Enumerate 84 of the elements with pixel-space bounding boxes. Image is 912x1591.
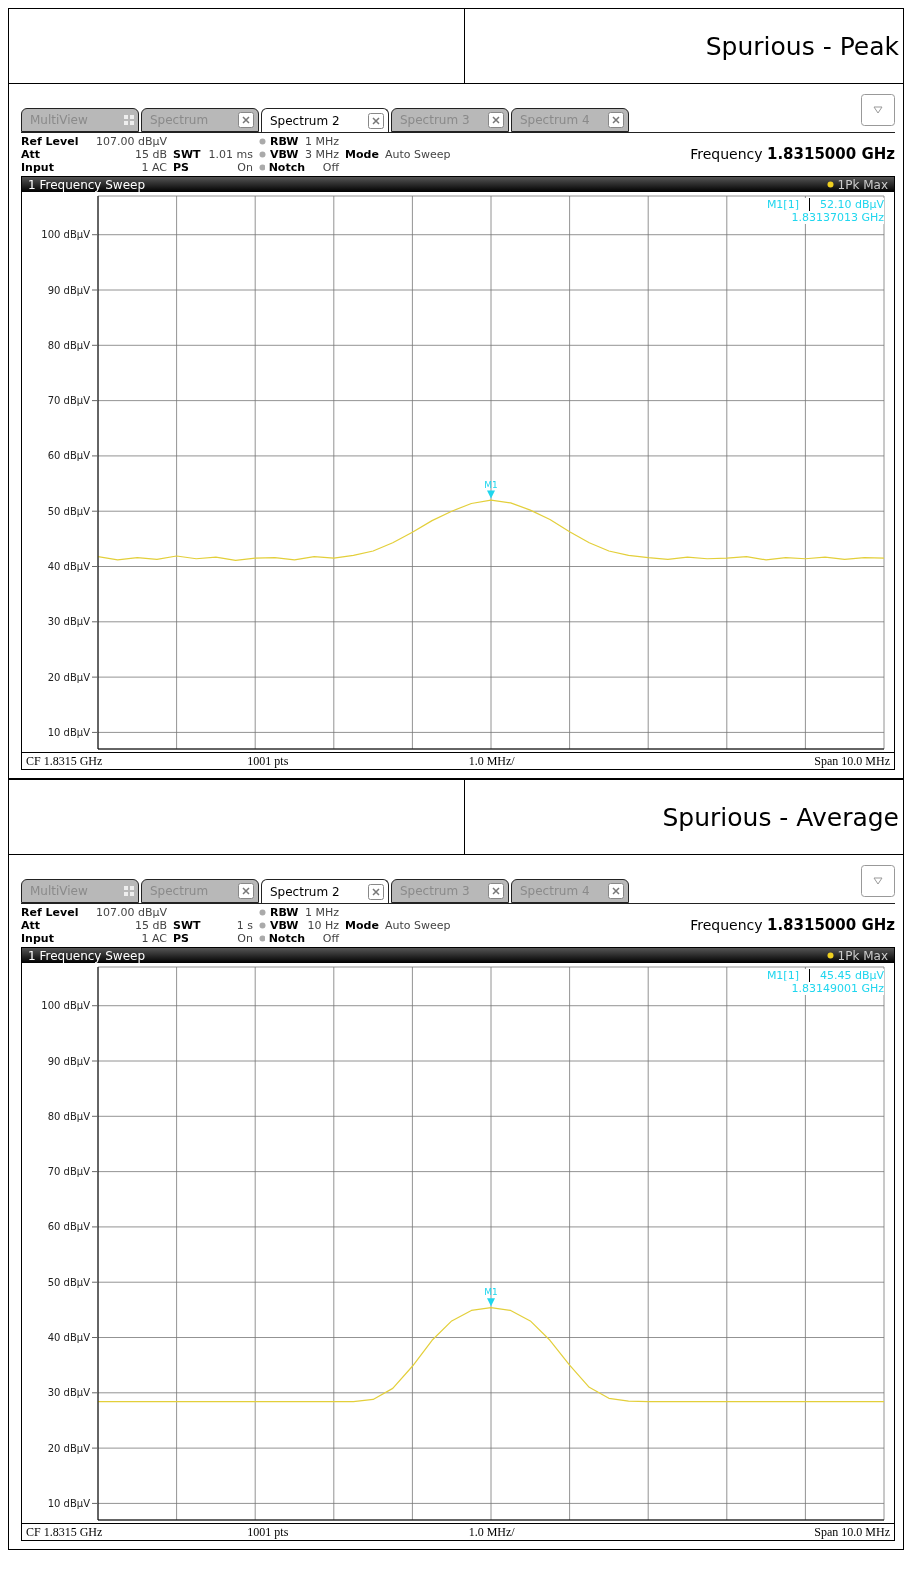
text: Notch [267,161,305,174]
text: 1 Frequency Sweep [28,948,146,963]
text: CF 1.8315 GHz [26,1524,104,1540]
text: 1.0 MHz/ [468,1524,516,1540]
y-tick-label: 70 dBµV [47,1166,91,1178]
text: 1 MHz [304,135,340,148]
y-tick-label: 100 dBµV [41,1000,91,1012]
text: Mode [345,919,380,932]
text: 1.8315000 GHz [766,916,895,934]
annotation: M1[1] [766,198,810,211]
text: Att [21,919,42,932]
text: Ref Level [21,906,80,919]
annotation: 1.83149001 GHz [790,982,884,995]
text: Spectrum 2 [270,884,340,899]
text: Auto Sweep [385,919,452,932]
annotation: 45.45 dBµV [819,969,884,982]
text: Off [321,932,341,945]
y-tick-label: 40 dBµV [47,561,91,573]
text: 15 dB [133,148,168,161]
annotation: M1 [484,479,498,490]
text: 1 AC [140,161,168,174]
y-tick-label: 20 dBµV [47,1442,91,1454]
annotation: 52.10 dBµV [819,198,884,211]
y-tick-label: 50 dBµV [47,1276,91,1288]
y-tick-label: 70 dBµV [47,395,91,407]
y-tick-label: 30 dBµV [47,616,91,628]
text: On [236,161,254,174]
text: Ref Level [21,135,80,148]
text: 10 Hz [306,919,340,932]
text: VBW [269,148,300,161]
y-tick-label: 80 dBµV [47,1110,91,1122]
text: RBW [269,135,300,148]
y-tick-label: 60 dBµV [47,450,91,462]
y-tick-label: 40 dBµV [47,1332,91,1344]
text: 1.8315000 GHz [766,145,895,163]
text: 1 Frequency Sweep [28,177,146,192]
text: Spectrum 2 [270,113,340,128]
chart-title: Spurious - Average [661,801,900,834]
y-tick-label: 20 dBµV [47,671,91,683]
text: 1Pk Max [836,948,888,963]
text: Input [21,161,55,174]
text: 1.01 ms [208,148,254,161]
text: Off [321,161,341,174]
text: CF 1.8315 GHz [26,753,104,769]
text: 3 MHz [304,148,340,161]
chart-title: Spurious - Peak [704,30,900,63]
text: On [236,932,254,945]
y-tick-label: 80 dBµV [47,339,91,351]
y-tick-label: 90 dBµV [47,284,91,296]
y-tick-label: 30 dBµV [47,1387,91,1399]
y-tick-label: 10 dBµV [47,726,91,738]
text: Frequency [690,146,763,162]
text: Frequency [690,917,763,933]
text: 1001 pts [247,753,290,769]
text: Span 10.0 MHz [813,753,890,769]
text: Att [21,148,42,161]
y-tick-label: 60 dBµV [47,1221,91,1233]
text: 1 AC [140,932,168,945]
text: VBW [269,919,300,932]
text: RBW [269,906,300,919]
text: 15 dB [133,919,168,932]
text: SWT [173,919,202,932]
text: Span 10.0 MHz [813,1524,890,1540]
y-tick-label: 10 dBµV [47,1497,91,1509]
text: PS [173,932,190,945]
text: Input [21,932,55,945]
y-tick-label: 100 dBµV [41,229,91,241]
annotation: 1.83137013 GHz [790,211,884,224]
annotation: M1[1] [766,969,810,982]
annotation: M1 [484,1287,498,1298]
text: Notch [267,932,305,945]
text: 1.0 MHz/ [468,753,516,769]
text: SWT [173,148,202,161]
y-tick-label: 50 dBµV [47,505,91,517]
text: Auto Sweep [385,148,452,161]
text: 1 s [235,919,254,932]
text: 1001 pts [247,1524,290,1540]
text: 1 MHz [304,906,340,919]
text: Mode [345,148,380,161]
text: 107.00 dBµV [94,906,168,919]
text: 1Pk Max [836,177,888,192]
y-tick-label: 90 dBµV [47,1055,91,1067]
text: 107.00 dBµV [94,135,168,148]
text: PS [173,161,190,174]
